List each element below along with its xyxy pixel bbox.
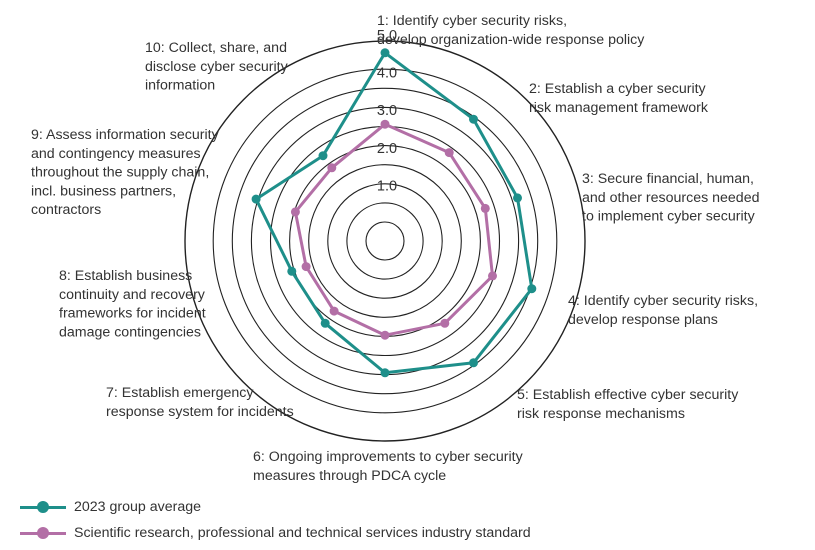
tick-label: 3.0: [377, 103, 397, 119]
series-point: [469, 358, 478, 368]
series-point: [488, 271, 497, 281]
radar-ring: [327, 183, 443, 299]
series-point: [440, 318, 450, 328]
radar-axis-labels: 1: Identify cyber security risks, develop…: [31, 13, 759, 484]
series-point: [513, 193, 522, 203]
axis-label-line: 2: Establish a cyber security: [529, 81, 707, 97]
axis-label-line: risk management framework: [529, 100, 709, 116]
axis-label-line: and contingency measures: [31, 146, 201, 162]
series-point: [380, 368, 390, 378]
radar-ring: [308, 164, 462, 318]
series-point: [444, 148, 454, 158]
axis-label-1: 1: Identify cyber security risks, develop…: [377, 13, 645, 48]
radar-ring: [212, 68, 558, 414]
series-point: [327, 163, 337, 173]
legend-swatch-teal: [20, 500, 66, 514]
axis-label-line: 1: Identify cyber security risks,: [377, 13, 567, 29]
legend-item-industry-standard: Scientific research, professional and te…: [20, 525, 531, 541]
axis-label-line: continuity and recovery: [59, 287, 206, 303]
axis-label-line: 8: Establish business: [59, 268, 192, 284]
legend-swatch-purple: [20, 526, 66, 540]
radar-rings: [184, 40, 586, 442]
axis-label-3: 3: Secure financial, human, and other res…: [582, 171, 759, 225]
radar-tick-labels: 1.0 2.0 3.0 4.0 5.0: [377, 28, 397, 194]
axis-label-line: throughout the supply chain,: [31, 165, 209, 181]
axis-label-line: and other resources needed: [582, 190, 759, 206]
axis-label-line: frameworks for incident: [59, 306, 206, 322]
axis-label-line: 4: Identify cyber security risks,: [568, 293, 758, 309]
series-point: [318, 151, 328, 161]
radar-ring: [289, 145, 481, 337]
axis-label-line: risk response mechanisms: [517, 406, 685, 422]
axis-label-8: 8: Establish business continuity and reco…: [59, 268, 206, 340]
axis-label-line: disclose cyber security: [145, 59, 289, 75]
legend-label: 2023 group average: [74, 499, 202, 515]
axis-label-line: 9: Assess information security: [31, 127, 220, 143]
tick-label: 5.0: [377, 28, 397, 44]
series-point: [320, 318, 330, 328]
radar-ring: [231, 87, 539, 395]
tick-label: 4.0: [377, 66, 397, 82]
radar-ring: [269, 125, 501, 357]
axis-label-2: 2: Establish a cyber security risk manage…: [529, 81, 709, 116]
axis-label-line: develop response plans: [568, 312, 718, 328]
axis-label-9: 9: Assess information security and contin…: [31, 127, 220, 218]
axis-label-line: 6: Ongoing improvements to cyber securit…: [253, 449, 524, 465]
axis-label-line: damage contingencies: [59, 324, 201, 340]
series-point: [287, 266, 297, 276]
series-point: [380, 119, 390, 129]
axis-label-line: incl. business partners,: [31, 183, 176, 199]
legend-label: Scientific research, professional and te…: [74, 525, 531, 541]
series-point: [329, 306, 339, 316]
series-point: [290, 207, 300, 217]
series-point: [380, 330, 390, 340]
axis-label-6: 6: Ongoing improvements to cyber securit…: [253, 449, 524, 484]
series-point: [251, 194, 261, 204]
axis-label-line: contractors: [31, 202, 101, 218]
radar-ring: [365, 221, 405, 261]
axis-label-line: 3: Secure financial, human,: [582, 171, 754, 187]
series-point: [527, 284, 537, 294]
radar-ring: [346, 202, 424, 280]
axis-label-line: 10: Collect, share, and: [145, 40, 287, 56]
series-point: [469, 114, 478, 124]
axis-label-line: 5: Establish effective cyber security: [517, 387, 739, 403]
axis-label-line: 7: Establish emergency: [106, 385, 254, 401]
series-point: [480, 203, 490, 213]
axis-label-4: 4: Identify cyber security risks, develop…: [568, 293, 758, 328]
axis-label-line: response system for incidents: [106, 404, 294, 420]
axis-label-line: information: [145, 78, 215, 94]
axis-label-line: measures through PDCA cycle: [253, 468, 446, 484]
axis-label-10: 10: Collect, share, and disclose cyber se…: [145, 40, 289, 94]
tick-label: 2.0: [377, 141, 397, 157]
axis-label-line: to implement cyber security: [582, 209, 756, 225]
series-point: [301, 262, 311, 272]
tick-label: 1.0: [377, 178, 397, 194]
legend-item-group-average: 2023 group average: [20, 499, 201, 515]
axis-label-5: 5: Establish effective cyber security ris…: [517, 387, 739, 422]
radar-series: [251, 48, 537, 378]
radar-outer-ring: [184, 40, 586, 442]
axis-label-7: 7: Establish emergency response system fo…: [106, 385, 294, 420]
series-point: [380, 48, 390, 58]
axis-label-line: develop organization-wide response polic…: [377, 32, 645, 48]
